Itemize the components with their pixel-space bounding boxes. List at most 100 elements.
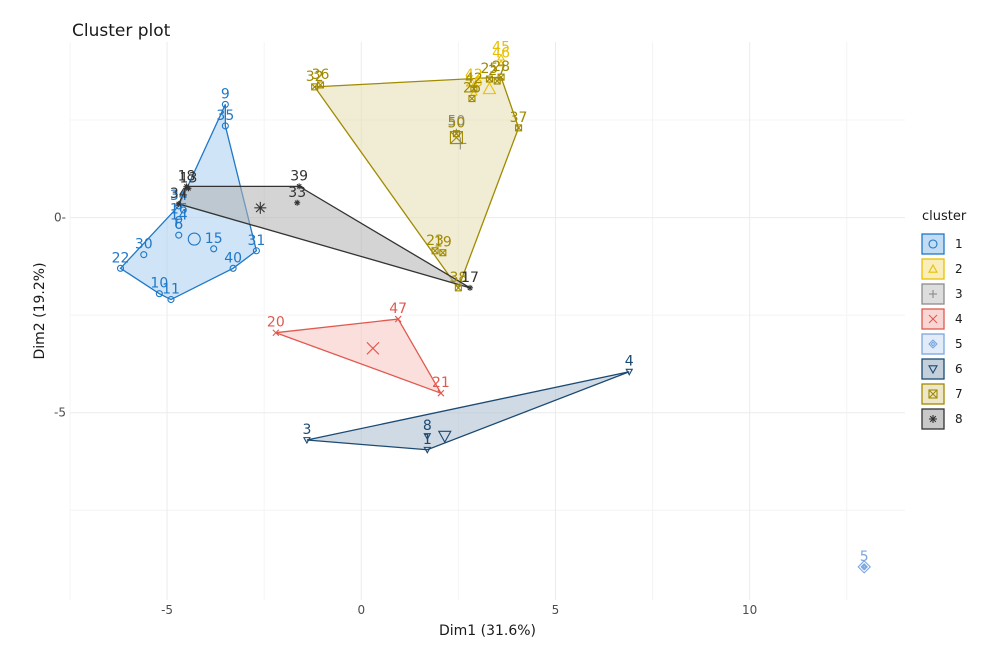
point-cluster-1-shape [167,295,175,304]
y-tick-label: -5 [54,406,66,420]
centroid-cluster-7-shape-b [450,131,463,144]
x-tick-label: 10 [742,603,757,617]
centroid-cluster-8-shape-ray [255,203,265,213]
point-label: 20 [267,315,285,331]
centroid-cluster-8 [254,201,267,214]
point-cluster-7-shape-b [486,75,493,83]
point-cluster-6-shape [423,433,432,441]
legend-marker-1 [928,239,938,249]
point-label: 35 [216,108,234,124]
point-cluster-4 [272,329,280,337]
point-cluster-7 [468,95,476,103]
point-cluster-1-shape [229,264,237,272]
point-label: 25 [481,61,499,77]
point-cluster-6-shape [302,437,311,445]
point-cluster-8-shape-ray [467,285,473,291]
legend-marker-5-shape-inner [930,341,936,347]
centroid-cluster-5-shape-inner [860,563,868,571]
point-cluster-8-shape-ray [296,183,302,189]
point-cluster-1 [175,231,183,239]
point-label: 4 [625,354,634,370]
point-cluster-7-shape-box [470,85,478,93]
point-cluster-7-shape-b [470,85,478,93]
point-cluster-2-shape [497,59,506,67]
point-cluster-7 [454,284,462,292]
point-label: 5 [860,549,869,565]
point-label: 42 [465,71,483,87]
point-label: 31 [248,233,266,249]
point-cluster-1 [221,122,229,130]
point-cluster-1 [221,100,229,108]
point-label: 34 [170,188,188,204]
legend-label-5: 5 [955,337,963,351]
x-axis-title: Dim1 (31.6%) [439,623,536,639]
point-cluster-4-shape-b [272,329,280,337]
point-cluster-7-shape-box [485,75,493,83]
point-cluster-7 [470,85,478,93]
point-label: 18 [178,168,196,184]
point-cluster-7 [485,75,493,83]
point-cluster-7 [439,249,447,257]
point-cluster-8-shape-ray [294,200,300,206]
centroid-cluster-1-shape [187,232,201,246]
point-label: 9 [221,86,230,102]
point-cluster-7-shape-b [515,124,522,132]
centroid-cluster-2-shape [482,81,497,95]
legend-key-2 [921,258,945,280]
point-label: 23 [426,233,444,249]
point-cluster-7-shape-b [454,284,462,292]
chart-title: Cluster plot [72,21,171,41]
point-cluster-6 [423,433,432,441]
point-cluster-7-shape-b [317,81,324,89]
legend-marker-5-shape [928,339,938,349]
legend-key-6 [921,358,945,380]
legend-marker-8-shape-ray [929,415,937,423]
point-label: 38 [449,270,467,286]
centroid-cluster-1 [187,232,201,246]
point-cluster-8 [467,284,474,291]
point-cluster-7-shape-b [431,247,439,255]
legend-marker-7-shape-b [928,389,938,399]
point-cluster-8-shape-ray [176,201,182,207]
legend-marker-5 [928,339,938,349]
point-label: 19 [434,235,452,251]
point-cluster-5-shape-inner [862,564,867,569]
point-label: 39 [290,168,308,184]
centroid-cluster-7-shape-box [449,131,463,145]
legend-label-2: 2 [955,262,963,276]
point-label: 6 [174,217,183,233]
point-cluster-1 [140,251,148,259]
x-tick-label: 0 [357,603,365,617]
point-label: 21 [432,375,450,391]
point-cluster-7 [316,81,325,89]
point-cluster-1 [167,295,175,304]
point-cluster-8 [296,183,303,190]
hull-cluster-4 [275,318,443,395]
point-cluster-1-shape [175,231,183,239]
point-cluster-4-shape-b [437,389,445,397]
point-cluster-7 [497,73,505,81]
point-cluster-6 [302,437,311,445]
point-label: 13 [180,170,198,186]
point-label: 28 [492,59,510,75]
legend-label-3: 3 [955,287,963,301]
point-label: 30 [135,237,153,253]
centroid-cluster-6 [437,430,452,444]
legend-marker-4 [928,314,938,324]
point-label: 50 [448,116,466,132]
centroid-cluster-4 [366,341,380,355]
legend-label-8: 8 [955,412,963,426]
point-cluster-1 [210,245,218,253]
point-cluster-2-shape [469,80,478,88]
point-label: 46 [492,45,510,61]
point-label: 34 [170,186,188,202]
point-cluster-4 [437,389,445,397]
point-cluster-7 [515,124,523,132]
point-cluster-8 [185,185,192,192]
point-label: 47 [389,301,407,317]
point-cluster-1-shape [140,251,148,259]
point-label: 27 [488,63,506,79]
point-label: 3 [302,422,311,438]
